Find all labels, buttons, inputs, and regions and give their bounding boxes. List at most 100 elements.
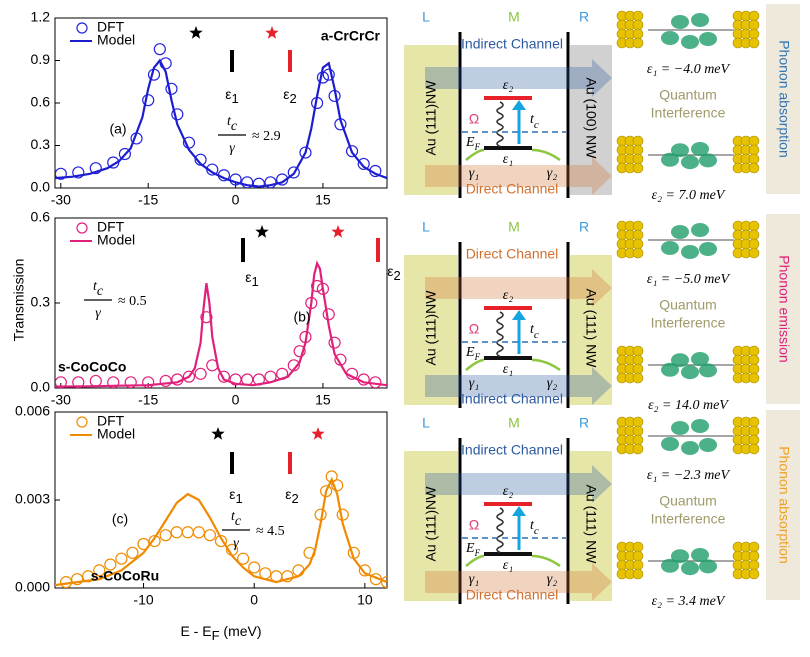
ratio-numerator: tc	[231, 509, 242, 529]
hopping-label-part: t	[530, 518, 535, 533]
gold-atom	[748, 28, 760, 40]
level-label: ε₁	[503, 152, 513, 167]
gold-atom	[632, 10, 644, 22]
gold-atom	[632, 550, 644, 562]
molecule-label: a-CrCrCr	[321, 28, 381, 44]
legend-label: DFT	[97, 19, 125, 35]
dft-point	[217, 370, 231, 383]
y-tick-label: 0.0	[31, 179, 51, 195]
gold-atom	[748, 425, 760, 437]
gold-atom	[632, 434, 644, 446]
legend-label: DFT	[97, 413, 125, 429]
dft-point	[55, 167, 67, 180]
hopping-arrowhead	[512, 100, 526, 110]
orbital-lobe	[691, 142, 709, 156]
dft-point	[72, 376, 85, 388]
level-label-part: ε	[285, 486, 291, 502]
level-label-part: 2	[394, 268, 401, 283]
y-tick-label: 1.2	[31, 9, 51, 25]
fermi-label: EF	[465, 135, 481, 152]
y-tick-label: 0.0	[31, 379, 51, 395]
level-label: ε₂	[503, 484, 514, 499]
orbital-lobe	[661, 241, 679, 255]
lead-label: R	[579, 9, 589, 25]
plot-area	[55, 260, 387, 388]
gold-atom	[632, 541, 644, 553]
orbital-lobe	[691, 419, 709, 433]
orbital-lobe	[671, 421, 689, 435]
left-electrode	[404, 255, 458, 405]
gold-atom	[632, 238, 644, 250]
fermi-label-part: F	[474, 142, 481, 152]
gold-atom	[748, 354, 760, 366]
gold-atom	[748, 238, 760, 250]
orbital-lobe	[671, 549, 689, 564]
y-axis-label: Transmission	[11, 259, 27, 342]
channel-label: Indirect Channel	[461, 36, 563, 52]
orbital-lobe	[671, 143, 689, 158]
gold-atom	[748, 37, 760, 49]
hopping-label: tc	[530, 322, 539, 340]
gold-atom	[632, 363, 644, 375]
x-tick-label: -15	[138, 392, 158, 408]
model-line	[55, 58, 387, 188]
channel-arrow	[425, 367, 612, 405]
gold-atom	[748, 416, 760, 428]
orbital-lobe	[699, 153, 717, 168]
plot-area	[55, 470, 387, 588]
ratio-value: ≈ 0.5	[118, 294, 147, 309]
x-tick-label: -30	[51, 392, 71, 408]
dft-point	[159, 529, 172, 542]
level-label: ε1	[229, 486, 242, 507]
gold-atom	[748, 144, 760, 156]
gold-atom	[632, 354, 644, 366]
process-label: Phonon absorption	[776, 446, 792, 564]
gold-atom	[632, 162, 644, 174]
dft-point	[203, 529, 217, 542]
hopping-label-part: t	[530, 112, 535, 127]
gold-atom	[632, 220, 644, 232]
orbital-lobe	[681, 155, 699, 170]
x-tick-label: 0	[232, 392, 240, 408]
wire-label: Au (111) NW	[583, 485, 599, 565]
energy-label: ε₁ = −2.3 meV	[647, 468, 731, 483]
interference-label: Quantum	[659, 493, 717, 509]
dft-point	[72, 166, 85, 179]
dft-point	[55, 376, 67, 388]
x-tick-label: 15	[315, 392, 331, 408]
right-electrode	[570, 45, 612, 195]
ratio-numerator: tc	[227, 114, 238, 134]
gold-atom	[748, 550, 760, 562]
level-label-part: 1	[236, 491, 243, 506]
gold-atom	[748, 220, 760, 232]
y-tick-label: 0.6	[31, 94, 51, 110]
energy-label: ε₁ = −5.0 meV	[647, 272, 731, 287]
coupling-label: γ₂	[547, 376, 558, 391]
lead-label: L	[422, 219, 430, 235]
orbital-lobe	[699, 559, 717, 574]
star	[255, 225, 269, 238]
coupling-label: γ₁	[469, 572, 479, 587]
molecule-label: s-CoCoRu	[91, 568, 159, 584]
level-label: ε₂	[503, 78, 514, 93]
orbital-lobe	[691, 13, 709, 27]
star	[311, 427, 325, 440]
dft-point	[148, 534, 161, 548]
dft-point	[331, 479, 344, 492]
orbital-lobe	[661, 362, 679, 377]
level-label: ε₂	[503, 288, 514, 303]
dft-point	[345, 145, 359, 158]
gold-atom	[632, 559, 644, 571]
dft-point	[126, 546, 139, 559]
ratio-numerator-part: c	[97, 284, 104, 299]
ratio-denominator: γ	[95, 306, 101, 321]
y-tick-label: 0.006	[15, 403, 50, 419]
gold-atom	[632, 372, 644, 384]
legend-label: Model	[97, 426, 135, 442]
dft-point	[293, 345, 306, 358]
dft-point	[159, 374, 172, 388]
ratio-numerator-part: c	[235, 514, 242, 529]
energy-label: ε₂ = 3.4 meV	[652, 594, 726, 609]
dft-point	[71, 573, 84, 586]
lead-label: R	[579, 219, 589, 235]
